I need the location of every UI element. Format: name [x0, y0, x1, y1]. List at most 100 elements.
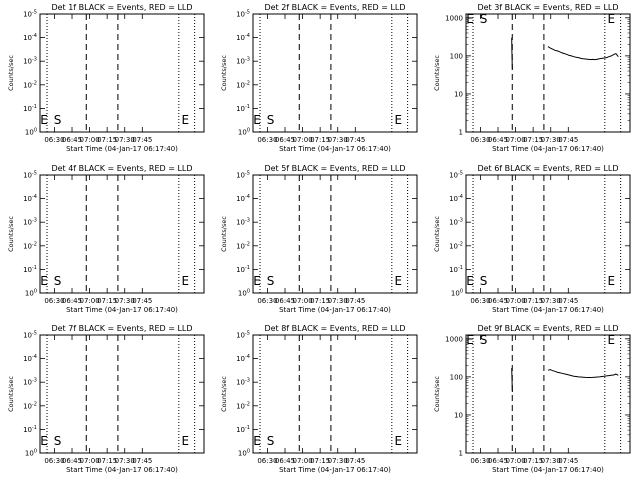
- plot-frame: [465, 13, 631, 133]
- x-tick-label: 06:30: [44, 136, 64, 144]
- y-tick-label: 100: [238, 128, 250, 137]
- x-tick-label: 07:15: [97, 297, 117, 305]
- flag-e: E: [253, 434, 261, 448]
- y-axis-label: Counts/sec: [7, 55, 15, 91]
- panel-title: Det 3f BLACK = Events, RED = LLD: [477, 3, 618, 12]
- x-tick-label: 07:30: [328, 457, 348, 465]
- y-tick-label: 100: [451, 289, 463, 298]
- x-tick-label: 07:30: [328, 136, 348, 144]
- x-tick-label: 07:00: [79, 297, 99, 305]
- y-tick-label: 10-1: [236, 104, 250, 113]
- series-line: [511, 368, 513, 393]
- panel-title: Det 1f BLACK = Events, RED = LLD: [51, 3, 192, 12]
- y-tick-label: 10-2: [236, 241, 250, 250]
- y-tick-label: 10-3: [236, 57, 250, 66]
- flag-e: E: [181, 274, 189, 288]
- plot-frame: [252, 13, 418, 133]
- flag-s: S: [54, 113, 62, 127]
- detector-panel: Det 5f BLACK = Events, RED = LLD Counts/s…: [220, 164, 418, 314]
- detector-panel: Det 7f BLACK = Events, RED = LLD Counts/s…: [7, 324, 205, 474]
- x-tick-label: 07:30: [541, 457, 561, 465]
- y-tick-label: 10-3: [236, 378, 250, 387]
- y-tick-label: 1000: [445, 14, 463, 22]
- panel-title: Det 2f BLACK = Events, RED = LLD: [264, 3, 405, 12]
- plot-frame: [39, 174, 205, 294]
- y-tick-label: 10-2: [23, 401, 37, 410]
- flag-e: E: [253, 274, 261, 288]
- flag-s: S: [267, 113, 275, 127]
- flag-e: E: [181, 434, 189, 448]
- y-axis-label: Counts/sec: [220, 376, 228, 412]
- x-tick-label: 07:00: [79, 136, 99, 144]
- x-tick-label: 06:45: [488, 297, 508, 305]
- y-axis-label: Counts/sec: [220, 216, 228, 252]
- plot-frame: [252, 174, 418, 294]
- x-axis-label: Start Time (04-Jan-17 06:17:40): [492, 466, 604, 474]
- x-tick-label: 06:45: [275, 297, 295, 305]
- y-tick-label: 10-2: [449, 241, 463, 250]
- x-tick-label: 07:45: [558, 136, 578, 144]
- plot-frame: [39, 13, 205, 133]
- x-tick-label: 07:00: [505, 297, 525, 305]
- flag-s: S: [267, 274, 275, 288]
- x-tick-label: 07:15: [310, 297, 330, 305]
- x-tick-label: 06:30: [257, 297, 277, 305]
- flag-e: E: [40, 274, 48, 288]
- detector-panel: Det 4f BLACK = Events, RED = LLD Counts/s…: [7, 164, 205, 314]
- y-tick-label: 10-1: [449, 265, 463, 274]
- x-axis-label: Start Time (04-Jan-17 06:17:40): [279, 466, 391, 474]
- detector-panel: Det 9f BLACK = Events, RED = LLD Counts/s…: [433, 324, 631, 474]
- x-tick-label: 07:15: [97, 136, 117, 144]
- y-axis-label: Counts/sec: [433, 376, 441, 412]
- x-axis-label: Start Time (04-Jan-17 06:17:40): [492, 145, 604, 153]
- x-axis-label: Start Time (04-Jan-17 06:17:40): [66, 306, 178, 314]
- plot-frame: [465, 174, 631, 294]
- x-tick-label: 06:30: [470, 297, 490, 305]
- y-tick-label: 10-5: [23, 171, 37, 180]
- y-tick-label: 10-3: [236, 218, 250, 227]
- x-tick-label: 07:15: [97, 457, 117, 465]
- flag-s: S: [480, 12, 488, 26]
- y-tick-label: 10-4: [449, 194, 463, 203]
- detector-panel: Det 8f BLACK = Events, RED = LLD Counts/s…: [220, 324, 418, 474]
- y-axis-label: Counts/sec: [220, 55, 228, 91]
- flag-e: E: [607, 12, 615, 26]
- x-tick-label: 07:15: [523, 297, 543, 305]
- x-tick-label: 07:15: [523, 457, 543, 465]
- flag-s: S: [480, 274, 488, 288]
- x-tick-label: 07:45: [132, 297, 152, 305]
- y-tick-label: 10-4: [236, 354, 250, 363]
- y-tick-label: 100: [25, 449, 37, 458]
- flag-e: E: [40, 434, 48, 448]
- x-axis-label: Start Time (04-Jan-17 06:17:40): [66, 145, 178, 153]
- x-tick-label: 06:30: [257, 457, 277, 465]
- y-tick-label: 10-1: [236, 265, 250, 274]
- y-axis-label: Counts/sec: [433, 216, 441, 252]
- y-tick-label: 10-3: [23, 378, 37, 387]
- x-tick-label: 07:00: [505, 136, 525, 144]
- panel-title: Det 5f BLACK = Events, RED = LLD: [264, 164, 405, 173]
- x-axis-label: Start Time (04-Jan-17 06:17:40): [279, 145, 391, 153]
- flag-s: S: [54, 274, 62, 288]
- series-line: [547, 46, 619, 61]
- plot-frame: [252, 334, 418, 454]
- y-tick-label: 10-1: [23, 104, 37, 113]
- x-tick-label: 06:45: [62, 457, 82, 465]
- flag-e: E: [607, 274, 615, 288]
- x-axis-label: Start Time (04-Jan-17 06:17:40): [66, 466, 178, 474]
- panel-title: Det 9f BLACK = Events, RED = LLD: [477, 324, 618, 333]
- flag-e: E: [394, 274, 402, 288]
- flag-e: E: [466, 274, 474, 288]
- detector-panel: Det 3f BLACK = Events, RED = LLD Counts/s…: [433, 3, 631, 153]
- x-tick-label: 06:45: [62, 297, 82, 305]
- y-tick-label: 10-2: [236, 401, 250, 410]
- y-tick-label: 10-5: [236, 171, 250, 180]
- x-tick-label: 06:30: [44, 297, 64, 305]
- x-tick-label: 06:30: [44, 457, 64, 465]
- y-tick-label: 1: [459, 450, 463, 458]
- flag-s: S: [267, 434, 275, 448]
- x-tick-label: 07:45: [558, 297, 578, 305]
- y-tick-label: 10-5: [236, 331, 250, 340]
- flag-e: E: [40, 113, 48, 127]
